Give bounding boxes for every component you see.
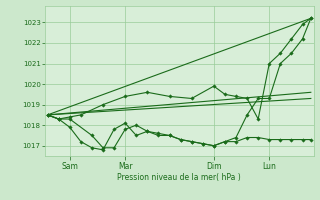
X-axis label: Pression niveau de la mer( hPa ): Pression niveau de la mer( hPa ): [117, 173, 241, 182]
